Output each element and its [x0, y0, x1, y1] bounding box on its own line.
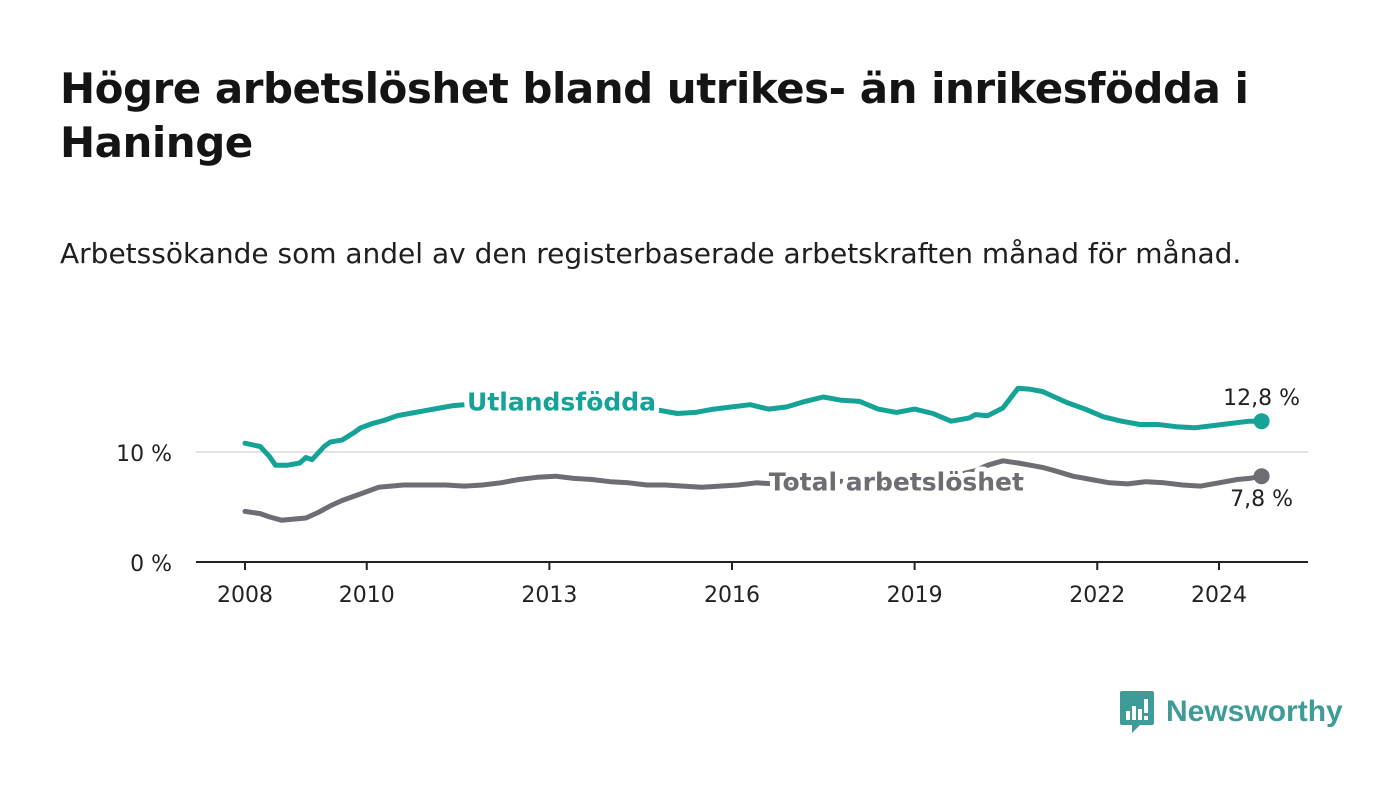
x-tick-label: 2019 — [887, 583, 943, 608]
series-line-total — [242, 458, 1265, 523]
series-lines — [242, 385, 1265, 523]
series-line-utlandsfodda — [242, 385, 1265, 468]
x-tick-label: 2016 — [704, 583, 760, 608]
end-point-dot — [1253, 413, 1270, 430]
x-tick-label: 2010 — [339, 583, 395, 608]
y-tick-label: 0 % — [130, 552, 172, 577]
x-tick-label: 2024 — [1191, 583, 1247, 608]
newsworthy-logo-icon — [1120, 691, 1154, 733]
y-tick-labels: 0 % 10 % — [116, 442, 172, 577]
end-point-label: 12,8 % — [1223, 386, 1300, 411]
series-annotations: Utlandsfödda Total arbetslöshet — [462, 382, 1029, 501]
end-point-label: 7,8 % — [1230, 487, 1293, 512]
series-label: Utlandsfödda — [467, 387, 656, 416]
brand-logo: Newsworthy — [1118, 688, 1343, 736]
series-label: Total arbetslöshet — [769, 468, 1024, 497]
x-tick-label: 2013 — [521, 583, 577, 608]
y-tick-label: 10 % — [116, 442, 172, 467]
end-point-dot — [1253, 468, 1270, 485]
x-tick-labels: 2008 2010 2013 2016 2019 2022 2024 — [217, 583, 1247, 608]
x-tick-marks — [244, 562, 1220, 570]
chart-title: Högre arbetslöshet bland utrikes- än inr… — [60, 64, 1249, 167]
x-tick-label: 2008 — [217, 583, 273, 608]
brand-name: Newsworthy — [1166, 695, 1343, 728]
x-tick-label: 2022 — [1069, 583, 1125, 608]
end-points: 12,8 % 7,8 % — [1223, 386, 1300, 512]
chart-subtitle: Arbetssökande som andel av den registerb… — [60, 237, 1242, 270]
